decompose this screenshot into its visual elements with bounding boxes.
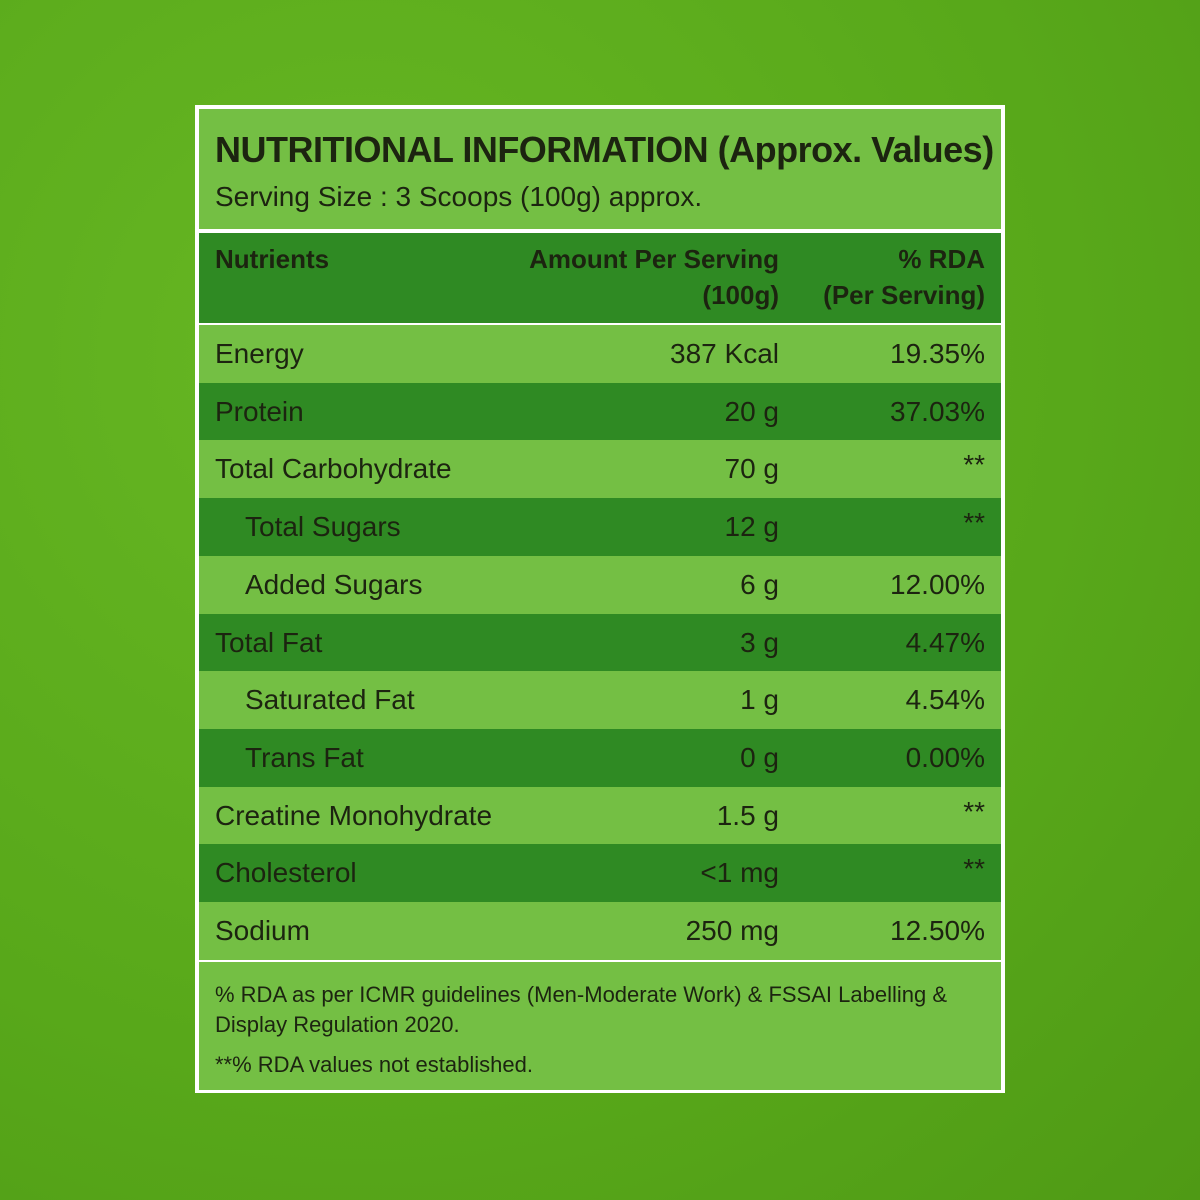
nutrient-name: Cholesterol xyxy=(215,857,357,889)
table-row: Total Sugars 12 g ** xyxy=(199,498,1001,557)
rda: ** xyxy=(963,853,985,885)
nutrient-name: Sodium xyxy=(215,915,310,946)
amount: 387 Kcal xyxy=(670,338,779,369)
nutrient-name: Creatine Monohydrate xyxy=(215,799,493,831)
footnotes: % RDA as per ICMR guidelines (Men-Modera… xyxy=(199,962,1001,1090)
table-row: Saturated Fat 1 g 4.54% xyxy=(199,671,1001,730)
column-header: (100g) xyxy=(702,280,779,310)
table-row: Trans Fat 0 g 0.00% xyxy=(199,728,1001,787)
table-row: Creatine Monohydrate 1.5 g ** xyxy=(199,786,1001,845)
rda: 4.47% xyxy=(905,626,985,658)
amount: 0 g xyxy=(740,741,779,773)
nutrient-name: Total Fat xyxy=(215,626,323,658)
rda: 12.00% xyxy=(890,568,985,600)
rda: 12.50% xyxy=(890,915,985,946)
amount: 3 g xyxy=(740,626,779,658)
column-header: Nutrients xyxy=(215,244,330,274)
serving-size: Serving Size : 3 Scoops (100g) approx. xyxy=(215,181,703,212)
amount: 12 g xyxy=(724,511,780,543)
table-header: Nutrients Amount Per Serving (100g) % RDA (P… xyxy=(199,233,1001,323)
label-title: NUTRITIONAL INFORMATION (Approx. Values) xyxy=(215,129,994,170)
nutrient-name: Protein xyxy=(215,395,304,427)
nutrient-name: Total Carbohydrate xyxy=(215,453,452,485)
nutrient-name: Energy xyxy=(215,338,304,369)
amount: <1 mg xyxy=(700,857,779,889)
column-header: (Per Serving) xyxy=(823,280,985,310)
nutrient-name: Trans Fat xyxy=(245,741,364,773)
rda: 19.35% xyxy=(890,338,985,369)
column-header: % RDA xyxy=(898,244,985,274)
amount: 1.5 g xyxy=(716,799,779,831)
column-header: Amount Per Serving xyxy=(529,244,779,274)
rda: ** xyxy=(963,795,985,827)
amount: 250 mg xyxy=(685,915,779,946)
table-row: Energy 387 Kcal 19.35% xyxy=(199,325,1001,383)
table-row: Total Fat 3 g 4.47% xyxy=(199,613,1001,672)
table-row: Total Carbohydrate 70 g ** xyxy=(199,440,1001,499)
table-row: Sodium 250 mg 12.50% xyxy=(199,902,1001,960)
rda: 0.00% xyxy=(905,741,985,773)
nutrient-name: Saturated Fat xyxy=(245,684,415,716)
amount: 6 g xyxy=(740,568,779,600)
footnote: % RDA as per ICMR guidelines (Men-Modera… xyxy=(215,982,947,1037)
amount: 1 g xyxy=(740,684,779,716)
rda: 37.03% xyxy=(890,395,985,427)
table-row: Cholesterol <1 mg ** xyxy=(199,844,1001,903)
footnote: **% RDA values not established. xyxy=(215,1052,533,1077)
nutrient-name: Total Sugars xyxy=(245,511,401,543)
nutrient-name: Added Sugars xyxy=(245,568,423,600)
table-row: Protein 20 g 37.03% xyxy=(199,382,1001,441)
rda: 4.54% xyxy=(905,684,985,716)
rda: ** xyxy=(963,449,985,481)
amount: 20 g xyxy=(724,395,780,427)
amount: 70 g xyxy=(724,453,780,485)
rda: ** xyxy=(963,507,985,539)
nutrition-label: NUTRITIONAL INFORMATION (Approx. Values)… xyxy=(195,105,1005,1093)
table-row: Added Sugars 6 g 12.00% xyxy=(199,555,1001,614)
label-header: NUTRITIONAL INFORMATION (Approx. Values)… xyxy=(199,109,1001,229)
